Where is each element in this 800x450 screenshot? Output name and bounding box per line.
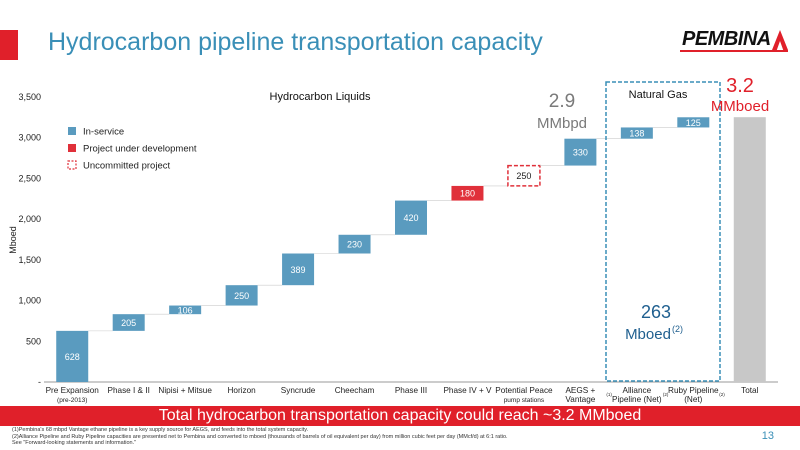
category-footnote-mark: (2) [663, 392, 669, 397]
y-tick-label: 500 [26, 336, 41, 346]
bar-value-label: 106 [178, 305, 193, 315]
grand-total-unit: MMboed [711, 98, 769, 115]
summary-banner-text: Total hydrocarbon transportation capacit… [158, 407, 642, 424]
waterfall-bar [677, 117, 710, 128]
y-tick-label: 3,000 [18, 133, 41, 143]
bar-value-label: 180 [460, 189, 475, 199]
bar-value-label: 138 [629, 129, 644, 139]
category-label: Total [741, 386, 758, 395]
waterfall-bar [338, 234, 371, 254]
logo-underline [680, 50, 788, 52]
bar-value-label: 330 [573, 148, 588, 158]
category-label: Phase I & II [108, 386, 150, 395]
waterfall-bar [395, 200, 427, 235]
gas-total-value: 263 [641, 302, 671, 322]
waterfall-bar [225, 285, 258, 306]
category-label: Pre Expansion [46, 386, 100, 395]
waterfall-bar [507, 164, 541, 187]
y-tick-label: 1,000 [18, 296, 41, 306]
waterfall-bar [169, 305, 202, 315]
logo-wordmark: PEMBINA [682, 28, 771, 50]
y-axis-title: Mboed [8, 226, 18, 254]
category-sublabel: (Net) [684, 395, 702, 404]
waterfall-bar [620, 127, 653, 139]
liquids-total-unit: MMbpd [537, 115, 587, 132]
waterfall-bar [56, 330, 89, 382]
category-footnote-mark: (2) [719, 392, 725, 397]
y-tick-label: - [38, 377, 41, 387]
legend-label: Uncommitted project [83, 161, 170, 172]
waterfall-bar [564, 138, 597, 166]
category-label: Potential Peace [495, 386, 553, 395]
category-sublabel: Pipeline (Net) [612, 395, 662, 404]
bar-value-label: 125 [686, 118, 701, 128]
bar-value-label: 230 [347, 240, 362, 250]
bar-value-label: 389 [291, 265, 306, 275]
legend-swatch [68, 127, 76, 135]
category-label: Nipisi + Mitsue [158, 386, 212, 395]
gas-section-title: Natural Gas [629, 89, 688, 101]
liquids-total-value: 2.9 [549, 91, 575, 112]
slide-accent-tab [0, 30, 18, 60]
legend-swatch [68, 144, 76, 152]
footnote-2: (2)Alliance Pipeline and Ruby Pipeline c… [12, 433, 508, 440]
capacity-waterfall-chart: Mboed - 500 1,000 1,500 2,000 2,500 3,000 3,500 6… [8, 75, 778, 404]
category-label: Alliance [623, 386, 652, 395]
bar-value-label: 250 [234, 291, 249, 301]
bar-value-label: 250 [516, 171, 531, 181]
legend-label: In-service [83, 127, 124, 138]
gas-total-unit: Mboed [625, 326, 671, 343]
category-sublabel: Vantage [565, 395, 595, 404]
category-label: Cheecham [335, 386, 375, 395]
category-footnote-mark: (1) [606, 392, 612, 397]
page-title: Hydrocarbon pipeline transportation capa… [48, 28, 543, 56]
bar-value-label: 420 [403, 213, 418, 223]
category-label: Ruby Pipeline [668, 386, 719, 395]
category-label: Horizon [228, 386, 257, 395]
category-label: Phase III [395, 386, 427, 395]
category-sublabel: (pre-2013) [57, 397, 87, 404]
waterfall-bar [112, 314, 145, 331]
gas-total-footnote-mark: (2) [672, 324, 683, 334]
y-tick-label: 2,500 [18, 173, 41, 183]
category-label: Phase IV + V [443, 386, 492, 395]
legend-label: Project under development [83, 144, 197, 155]
pembina-logo: PEMBINA [680, 28, 788, 52]
y-tick-label: 2,000 [18, 214, 41, 224]
y-tick-label: 1,500 [18, 255, 41, 265]
waterfall-bar [733, 117, 766, 383]
bar-value-label: 628 [65, 352, 80, 362]
waterfall-bar [282, 253, 315, 286]
legend-swatch-dashed [67, 160, 77, 170]
footnotes: (1)Pembina's 68 mbpd Vantage ethane pipe… [12, 427, 508, 447]
bar-value-label: 205 [121, 318, 136, 328]
page-number: 13 [761, 430, 774, 442]
category-label: Syncrude [281, 386, 316, 395]
footnote-3: See "Forward-looking statements and info… [12, 440, 137, 446]
grand-total-value: 3.2 [726, 75, 754, 97]
y-tick-label: 3,500 [18, 92, 41, 102]
natural-gas-group-box [605, 81, 721, 382]
footnote-1: (1)Pembina's 68 mbpd Vantage ethane pipe… [12, 427, 309, 433]
liquids-section-title: Hydrocarbon Liquids [270, 91, 371, 103]
waterfall-bar [451, 185, 484, 201]
summary-banner: Total hydrocarbon transportation capacit… [0, 406, 800, 426]
category-sublabel: pump stations [504, 397, 545, 404]
category-label: AEGS + [565, 386, 595, 395]
